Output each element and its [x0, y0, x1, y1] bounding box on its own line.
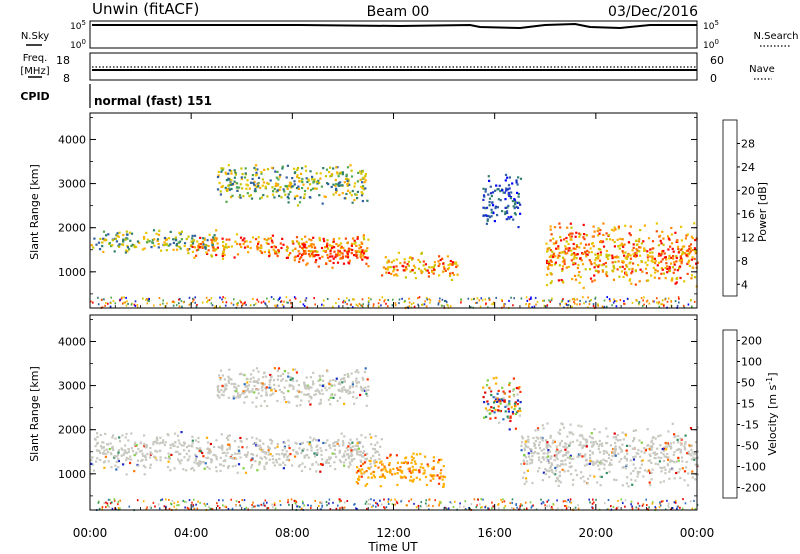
- velocity-colorbar-tick: 50: [741, 377, 755, 390]
- power-colorbar-tick: 24: [741, 161, 755, 174]
- power-colorbar-label: Power [dB]: [756, 182, 769, 242]
- noise-tick-high-left: 105: [70, 19, 86, 32]
- beam-title: Beam 00: [367, 4, 430, 20]
- velocity-echo-region: [216, 367, 370, 408]
- velocity-colorbar-tick: -100: [741, 461, 766, 474]
- freq-tick-high: 18: [56, 54, 70, 67]
- power-echo-region: [381, 251, 459, 281]
- velocity-echo-region: [90, 431, 383, 476]
- freq-unit: [MHz]: [20, 66, 49, 77]
- velocity-colorbar: 200 100 50 15 -15 -50 -100 -200: [722, 329, 766, 499]
- time-tick-label: 20:00: [579, 526, 614, 540]
- velocity-echo-region: [355, 452, 447, 488]
- power-ytick-label: 2000: [58, 222, 86, 235]
- velocity-colorbar-tick: 100: [741, 356, 762, 369]
- velocity-ytick-label: 1000: [58, 468, 86, 481]
- velocity-colorbar-label: Velocity [m s-1]: [765, 372, 780, 455]
- cpid-label: CPID: [20, 90, 49, 103]
- power-echo-region: [293, 242, 370, 269]
- velocity-echo-region: [482, 376, 522, 431]
- velocity-colorbar-tick: -15: [741, 419, 759, 432]
- power-ylabel: Slant Range [km]: [28, 164, 41, 260]
- power-y-axis: 1000 2000 3000 4000: [58, 117, 697, 295]
- nave-tick-low: 0: [710, 72, 717, 85]
- station-title: Unwin (fitACF): [92, 0, 199, 18]
- power-colorbar-tick: 8: [741, 255, 748, 268]
- power-colorbar-tick: 20: [741, 184, 755, 197]
- nsky-label: N.Sky: [21, 31, 49, 42]
- time-tick-label: 08:00: [275, 526, 310, 540]
- noise-sky-trace: [92, 22, 697, 30]
- velocity-ytick-label: 2000: [58, 424, 86, 437]
- velocity-echo-region: [520, 422, 700, 488]
- power-colorbar-tick: 4: [741, 278, 748, 291]
- power-echo-region: [216, 164, 369, 207]
- noise-tick-low-left: 100: [70, 38, 86, 51]
- nsearch-label: N.Search: [753, 31, 798, 42]
- velocity-near-range-echoes: [95, 498, 699, 512]
- time-tick-label: 00:00: [73, 526, 108, 540]
- power-ytick-label: 1000: [58, 266, 86, 279]
- time-tick-label: 00:00: [680, 526, 715, 540]
- date-title: 03/Dec/2016: [608, 4, 698, 20]
- velocity-colorbar-tick: -200: [741, 482, 766, 495]
- time-tick-label: 12:00: [376, 526, 411, 540]
- cpid-value: normal (fast) 151: [94, 94, 212, 108]
- nave-tick-high: 60: [710, 54, 724, 67]
- velocity-colorbar-tick: 15: [741, 398, 755, 411]
- velocity-panel: 1000 2000 3000 4000 Slant Range [km] 200 100…: [28, 314, 780, 512]
- freq-tick-low: 8: [63, 72, 70, 85]
- power-near-range-echoes: [90, 296, 696, 309]
- velocity-ylabel: Slant Range [km]: [28, 366, 41, 462]
- power-echo-layer: [90, 164, 699, 309]
- time-axis-label: Time UT: [367, 540, 418, 554]
- velocity-colorbar-tick: 200: [741, 335, 762, 348]
- frequency-panel: Freq. [MHz] 18 8 60 0 Nave: [20, 52, 775, 85]
- power-colorbar: 28 24 20 16 12 8 4: [722, 119, 755, 297]
- power-colorbar-tick: 12: [741, 231, 755, 244]
- power-echo-region: [90, 229, 218, 255]
- velocity-y-axis: 1000 2000 3000 4000: [58, 319, 697, 497]
- power-colorbar-tick: 16: [741, 208, 755, 221]
- power-panel: 1000 2000 3000 4000 Slant Range [km] 28 24 20…: [28, 112, 769, 309]
- freq-label: Freq.: [23, 53, 48, 64]
- time-tick-label: 04:00: [174, 526, 209, 540]
- noise-tick-high-right: 105: [703, 19, 719, 32]
- velocity-ytick-label: 3000: [58, 380, 86, 393]
- power-echo-region: [482, 173, 523, 229]
- time-axis: 00:00 04:00 08:00 12:00 16:00 20:00 00:00: [73, 113, 715, 540]
- velocity-colorbar-tick: -50: [741, 440, 759, 453]
- power-ytick-label: 4000: [58, 133, 86, 146]
- noise-panel: N.Sky 105 100 105 100 N.Search: [21, 19, 799, 51]
- velocity-ytick-label: 4000: [58, 335, 86, 348]
- noise-tick-low-right: 100: [703, 38, 719, 51]
- nave-label: Nave: [749, 64, 775, 75]
- power-colorbar-tick: 28: [741, 137, 755, 150]
- velocity-echo-layer: [90, 367, 700, 512]
- power-ytick-label: 3000: [58, 178, 86, 191]
- power-echo-region: [545, 222, 699, 289]
- time-tick-label: 16:00: [477, 526, 512, 540]
